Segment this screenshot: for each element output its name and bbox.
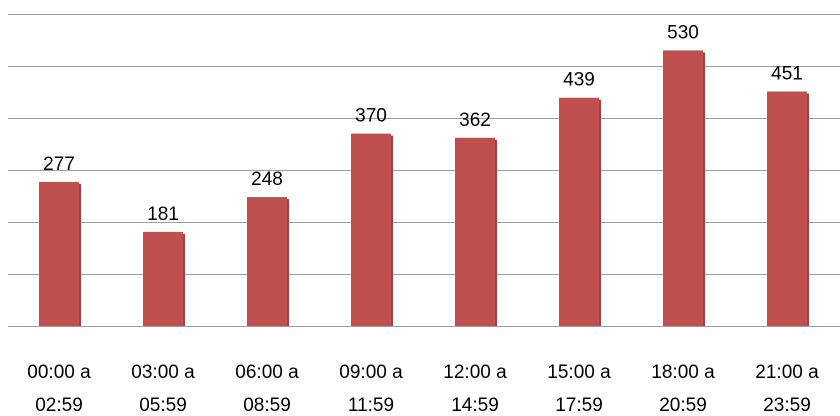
bar	[767, 91, 809, 326]
x-tick-label: 18:00 a	[651, 362, 715, 383]
data-label: 439	[563, 70, 595, 91]
bar-rect	[455, 137, 495, 326]
gridlines	[8, 14, 840, 327]
x-tick-label: 11:59	[348, 395, 394, 416]
bar-rect	[247, 197, 287, 326]
x-tick-label: 23:59	[763, 395, 811, 416]
bar	[559, 97, 601, 326]
x-tick-label: 20:59	[659, 395, 707, 416]
data-label: 181	[147, 204, 179, 225]
x-tick-label: 02:59	[35, 395, 83, 416]
bar	[663, 50, 705, 327]
data-labels: 277 181 248 370 362 439 530 451	[43, 22, 803, 224]
x-tick-label: 14:59	[451, 395, 499, 416]
data-label: 370	[355, 106, 387, 127]
data-label: 248	[251, 169, 283, 190]
bar-rect	[143, 231, 183, 326]
x-tick-label: 00:00 a	[27, 362, 91, 383]
x-tick-label: 03:00 a	[131, 362, 195, 383]
x-tick-label: 21:00 a	[755, 362, 819, 383]
data-label: 362	[459, 110, 491, 131]
bars	[39, 50, 809, 327]
bar	[351, 133, 393, 326]
bar	[39, 181, 81, 326]
data-label: 530	[667, 22, 699, 43]
data-label: 277	[43, 154, 75, 175]
x-tick-label: 09:00 a	[339, 362, 403, 383]
bar	[247, 197, 289, 326]
x-tick-labels: 00:00 a 02:59 03:00 a 05:59 06:00 a 08:59 09:0…	[27, 362, 819, 416]
x-tick-label: 17:59	[555, 395, 603, 416]
bar-rect	[559, 97, 599, 326]
bar-rect	[663, 50, 703, 327]
x-tick-label: 06:00 a	[235, 362, 299, 383]
data-label: 451	[771, 63, 803, 84]
bar	[143, 231, 185, 326]
bar-rect	[351, 133, 391, 326]
bar-rect	[767, 91, 807, 326]
bar	[455, 137, 497, 326]
x-tick-label: 12:00 a	[443, 362, 507, 383]
x-tick-label: 08:59	[243, 395, 291, 416]
bar-rect	[39, 181, 79, 326]
x-tick-label: 05:59	[139, 395, 187, 416]
x-tick-label: 15:00 a	[547, 362, 611, 383]
